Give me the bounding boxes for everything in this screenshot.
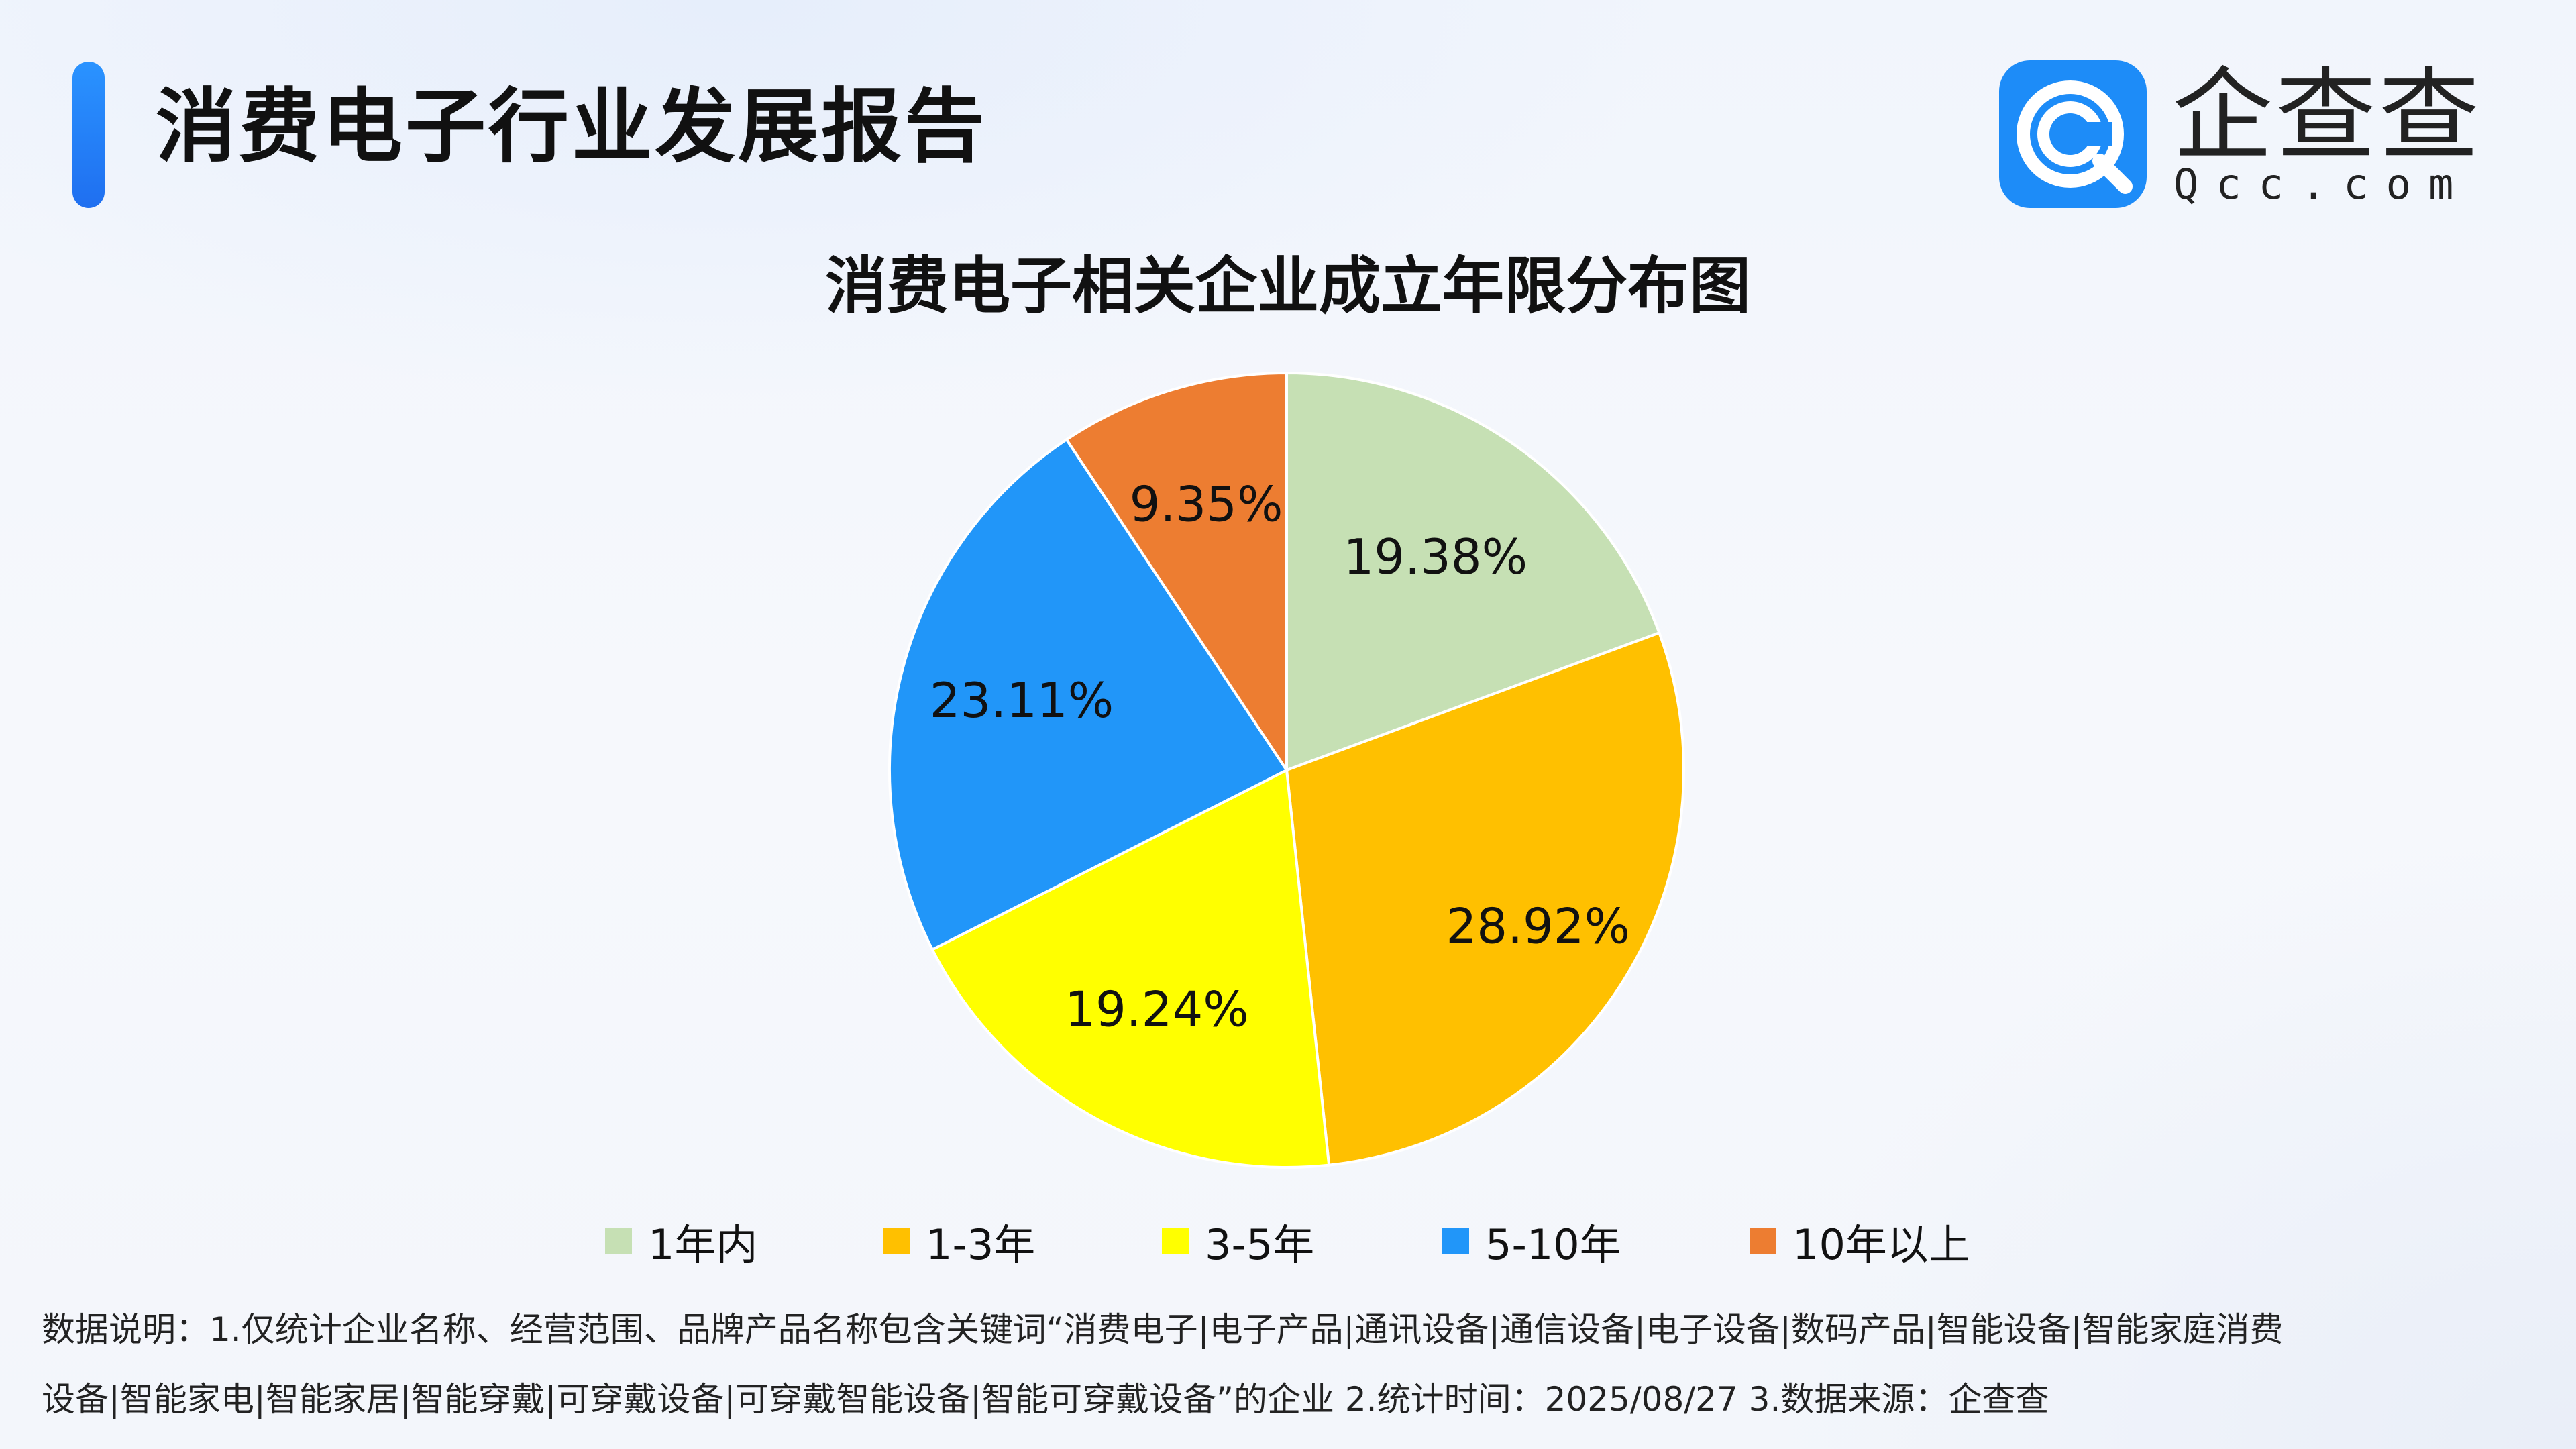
pie-data-label-1: 19.38%	[1343, 529, 1527, 585]
legend-item-1: 1年内	[605, 1208, 757, 1275]
qcc-logo-icon	[1999, 60, 2147, 208]
brand-name: 企查查	[2172, 58, 2483, 174]
pie-slice-5	[1065, 371, 1288, 775]
header-accent-bar	[72, 62, 105, 208]
pie-slice-3	[930, 767, 1331, 1169]
legend-label: 10年以上	[1792, 1220, 1970, 1269]
legend-item-4: 5-10年	[1442, 1208, 1621, 1275]
legend-label: 1-3年	[926, 1220, 1036, 1269]
pie-data-label-5: 9.35%	[1130, 476, 1283, 532]
footnote-line-2: 设备|智能家电|智能家居|智能穿戴|可穿戴设备|可穿戴智能设备|智能可穿戴设备”…	[42, 1380, 2049, 1419]
legend-item-2: 1-3年	[883, 1208, 1035, 1275]
legend-swatch	[605, 1228, 632, 1254]
legend-item-5: 10年以上	[1750, 1208, 1970, 1275]
chart-legend: 1年内 1-3年 3-5年 5-10年 10年以上	[0, 1208, 2576, 1275]
legend-swatch	[1750, 1228, 1776, 1254]
legend-swatch	[1442, 1228, 1469, 1254]
pie-slice-1	[1285, 371, 1662, 772]
pie-data-label-2: 28.92%	[1446, 898, 1630, 955]
footnote-line-1: 数据说明：1.仅统计企业名称、经营范围、品牌产品名称包含关键词“消费电子|电子产…	[42, 1310, 2284, 1349]
legend-swatch	[883, 1228, 910, 1254]
data-footnote: 数据说明：1.仅统计企业名称、经营范围、品牌产品名称包含关键词“消费电子|电子产…	[42, 1295, 2537, 1434]
pie-data-label-3: 19.24%	[1065, 981, 1249, 1037]
legend-label: 3-5年	[1205, 1220, 1315, 1269]
legend-item-3: 3-5年	[1162, 1208, 1314, 1275]
pie-labels: 19.38% 28.92% 19.24% 23.11% 9.35%	[930, 476, 1630, 1037]
pie-slice-2	[1285, 631, 1685, 1167]
legend-swatch	[1162, 1228, 1189, 1254]
brand-domain: Qcc.com	[2174, 160, 2471, 209]
pie-slice-4	[888, 437, 1289, 952]
pie-slices	[888, 371, 1685, 1169]
pie-data-label-4: 23.11%	[930, 672, 1114, 729]
brand-logo: 企查查 Qcc.com	[1996, 60, 2520, 208]
legend-label: 1年内	[648, 1220, 758, 1269]
legend-label: 5-10年	[1485, 1220, 1621, 1269]
chart-title: 消费电子相关企业成立年限分布图	[824, 250, 1751, 322]
page-title: 消费电子行业发展报告	[156, 80, 987, 174]
